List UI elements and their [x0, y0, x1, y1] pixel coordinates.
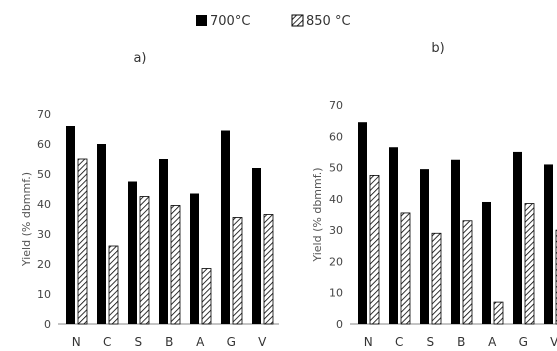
- bar-850: [493, 301, 504, 325]
- legend-swatch-hatched: [291, 14, 304, 27]
- bar-700: [190, 193, 199, 324]
- bar-850: [400, 212, 411, 325]
- bar-700: [482, 201, 491, 324]
- y-tick-label: 70: [329, 99, 343, 112]
- bar-850: [232, 217, 243, 325]
- x-category-label: N: [72, 335, 81, 349]
- bar-700: [252, 168, 261, 324]
- bar-850: [170, 205, 181, 325]
- legend-label-850: 850 °C: [306, 14, 351, 29]
- y-tick-label: 70: [37, 108, 51, 121]
- bar-850: [369, 174, 380, 325]
- y-tick-label: 30: [329, 224, 343, 237]
- legend-label-700: 700°C: [210, 14, 250, 29]
- x-category-label: N: [364, 335, 373, 349]
- bar-850: [139, 196, 150, 325]
- y-tick-label: 50: [329, 162, 343, 175]
- x-category-label: G: [227, 335, 237, 349]
- y-tick-label: 30: [37, 228, 51, 241]
- y-tick-label: 10: [329, 287, 343, 300]
- bar-700: [358, 122, 367, 324]
- bar-700: [544, 164, 553, 324]
- bar-850: [462, 220, 473, 325]
- y-tick-label: 0: [44, 318, 51, 331]
- y-axis-title: Yield (% dbmmf.): [20, 172, 33, 267]
- legend-swatch-solid: [196, 15, 207, 26]
- y-tick-label: 10: [37, 288, 51, 301]
- x-category-label: A: [196, 335, 205, 349]
- y-tick-label: 40: [37, 198, 51, 211]
- x-category-label: G: [519, 335, 529, 349]
- x-category-label: S: [426, 335, 434, 349]
- panel-label: b): [431, 41, 444, 56]
- x-category-label: V: [258, 335, 267, 349]
- bar-850: [524, 203, 535, 325]
- chart-panel-b: b) Yield (% dbmmf.) 0 10 20 30 40 50 60 70 N C S B A G V: [311, 41, 557, 349]
- bar-850: [201, 268, 212, 325]
- bar-850: [431, 232, 442, 325]
- bar-700: [97, 144, 106, 324]
- bar-850: [108, 245, 119, 325]
- legend: 700°C 850 °C: [196, 14, 351, 29]
- bar-700: [451, 159, 460, 324]
- chart-panel-a: a) Yield (% dbmmf.) 0 10 20 30 40 50 60 70 N C S B A G V: [20, 51, 279, 349]
- y-tick-label: 60: [37, 138, 51, 151]
- bar-850: [263, 214, 274, 325]
- x-category-label: A: [488, 335, 497, 349]
- y-tick-label: 20: [329, 255, 343, 268]
- bar-850: [77, 158, 88, 325]
- x-category-label: S: [134, 335, 142, 349]
- x-category-label: C: [395, 335, 404, 349]
- bar-700: [128, 181, 137, 324]
- y-tick-label: 60: [329, 130, 343, 143]
- x-category-label: B: [457, 335, 466, 349]
- y-axis-title: Yield (% dbmmf.): [311, 167, 324, 262]
- x-category-label: B: [165, 335, 174, 349]
- y-tick-label: 20: [37, 258, 51, 271]
- bar-700: [221, 130, 230, 324]
- panel-label: a): [133, 51, 146, 66]
- y-tick-label: 40: [329, 193, 343, 206]
- bar-700: [420, 169, 429, 324]
- bar-700: [159, 159, 168, 324]
- x-category-label: V: [550, 335, 557, 349]
- y-tick-label: 50: [37, 168, 51, 181]
- bar-700: [389, 147, 398, 324]
- x-category-label: C: [103, 335, 112, 349]
- bar-700: [66, 126, 75, 324]
- y-tick-label: 0: [336, 318, 343, 331]
- bar-700: [513, 151, 522, 324]
